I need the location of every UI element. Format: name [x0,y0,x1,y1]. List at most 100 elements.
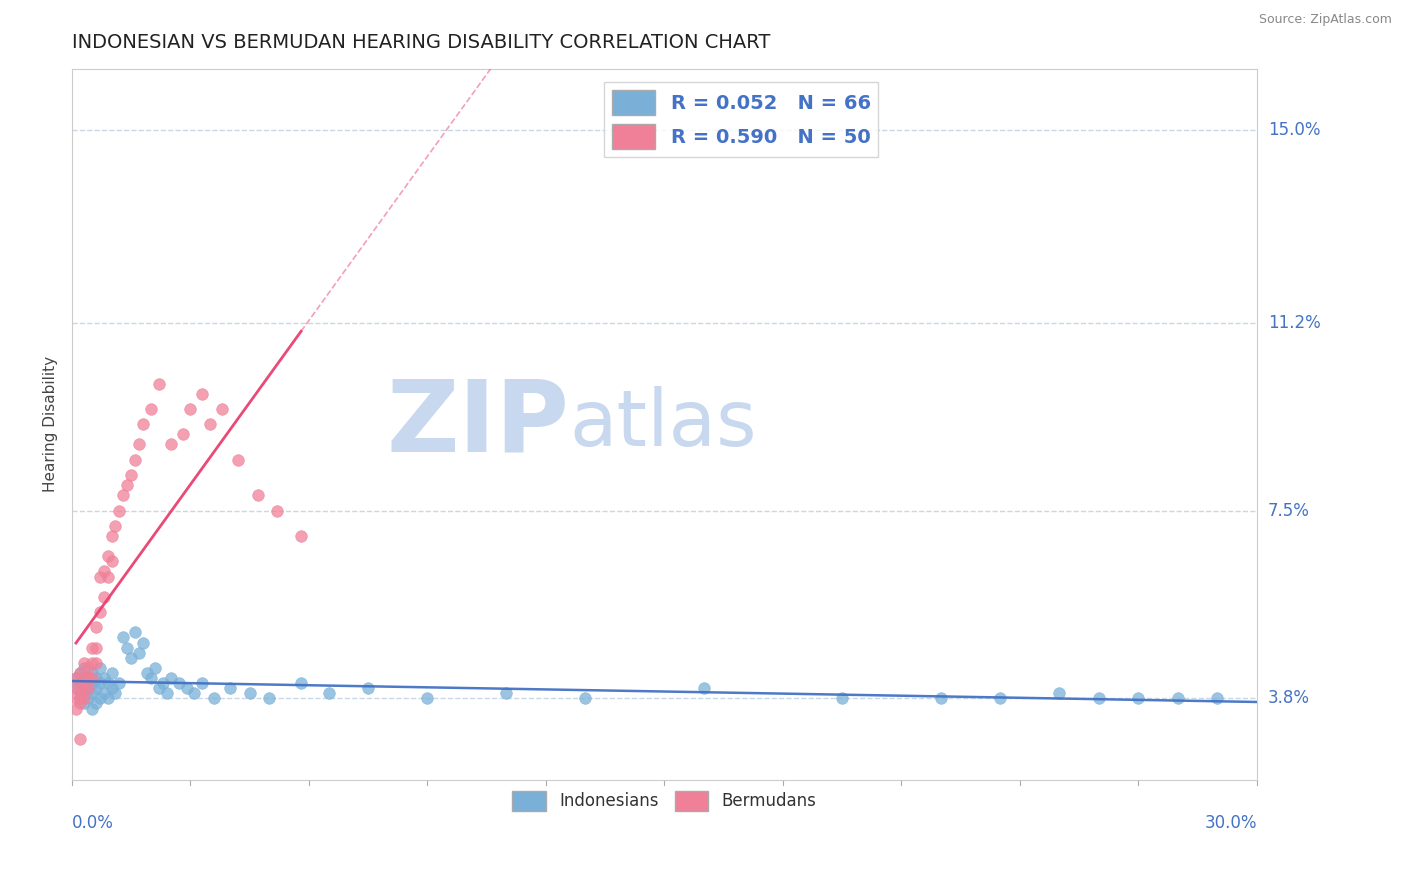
Point [73,656,96,670]
Point [73,661,96,675]
Point [80,666,103,681]
Point [84,697,107,711]
Point [89,661,111,675]
Point [69,681,91,696]
Text: atlas: atlas [569,386,758,462]
Point [76,671,98,685]
Text: 11.2%: 11.2% [1268,314,1320,332]
Point [76,671,98,685]
Point [176,681,198,696]
Point [200,417,222,432]
Point [69,697,91,711]
Point [219,681,242,696]
Point [831,691,853,706]
Point [211,401,233,416]
Point [69,666,91,681]
Point [65,701,87,715]
Point [988,691,1011,706]
Point [495,686,517,700]
Point [139,401,162,416]
Point [574,691,596,706]
Point [159,437,181,451]
Point [84,681,107,696]
Point [73,676,96,690]
Point [120,650,142,665]
Point [202,691,225,706]
Text: INDONESIAN VS BERMUDAN HEARING DISABILITY CORRELATION CHART: INDONESIAN VS BERMUDAN HEARING DISABILIT… [72,33,770,52]
Point [124,625,146,640]
Point [100,554,122,568]
Point [108,503,131,517]
Point [159,671,181,685]
Point [143,661,166,675]
Point [76,691,98,706]
Point [318,686,340,700]
Point [80,701,103,715]
Point [89,569,111,583]
Point [100,681,122,696]
Point [65,671,87,685]
Point [80,656,103,670]
Point [132,635,155,649]
Text: ZIP: ZIP [387,376,569,473]
Point [65,671,87,685]
Point [76,681,98,696]
Point [117,640,139,655]
Point [96,549,118,564]
Point [93,671,115,685]
Point [693,681,716,696]
Point [69,691,91,706]
Point [84,671,107,685]
Point [191,386,214,401]
Point [69,732,91,747]
Point [112,488,135,502]
Point [93,686,115,700]
Point [152,676,174,690]
Point [104,686,127,700]
Point [108,676,131,690]
Text: 3.8%: 3.8% [1268,690,1310,707]
Point [1088,691,1111,706]
Point [183,686,205,700]
Point [929,691,952,706]
Point [89,605,111,619]
Point [73,671,96,685]
Text: 30.0%: 30.0% [1205,814,1257,832]
Point [80,676,103,690]
Point [73,697,96,711]
Point [148,376,170,391]
Point [167,676,190,690]
Point [290,676,312,690]
Point [128,646,150,660]
Point [139,671,162,685]
Point [290,529,312,543]
Point [80,640,103,655]
Point [65,681,87,696]
Point [120,467,142,482]
Point [84,620,107,634]
Point [226,452,249,467]
Point [76,661,98,675]
Legend: Indonesians, Bermudans: Indonesians, Bermudans [506,784,824,818]
Point [259,691,281,706]
Point [100,529,122,543]
Point [93,590,115,604]
Point [148,681,170,696]
Point [128,437,150,451]
Point [96,691,118,706]
Point [1128,691,1150,706]
Point [112,631,135,645]
Point [246,488,269,502]
Y-axis label: Hearing Disability: Hearing Disability [44,356,58,492]
Point [73,681,96,696]
Point [266,503,288,517]
Point [1167,691,1189,706]
Point [132,417,155,432]
Point [357,681,380,696]
Point [89,676,111,690]
Point [69,691,91,706]
Point [136,666,159,681]
Point [156,686,179,700]
Point [76,681,98,696]
Point [65,691,87,706]
